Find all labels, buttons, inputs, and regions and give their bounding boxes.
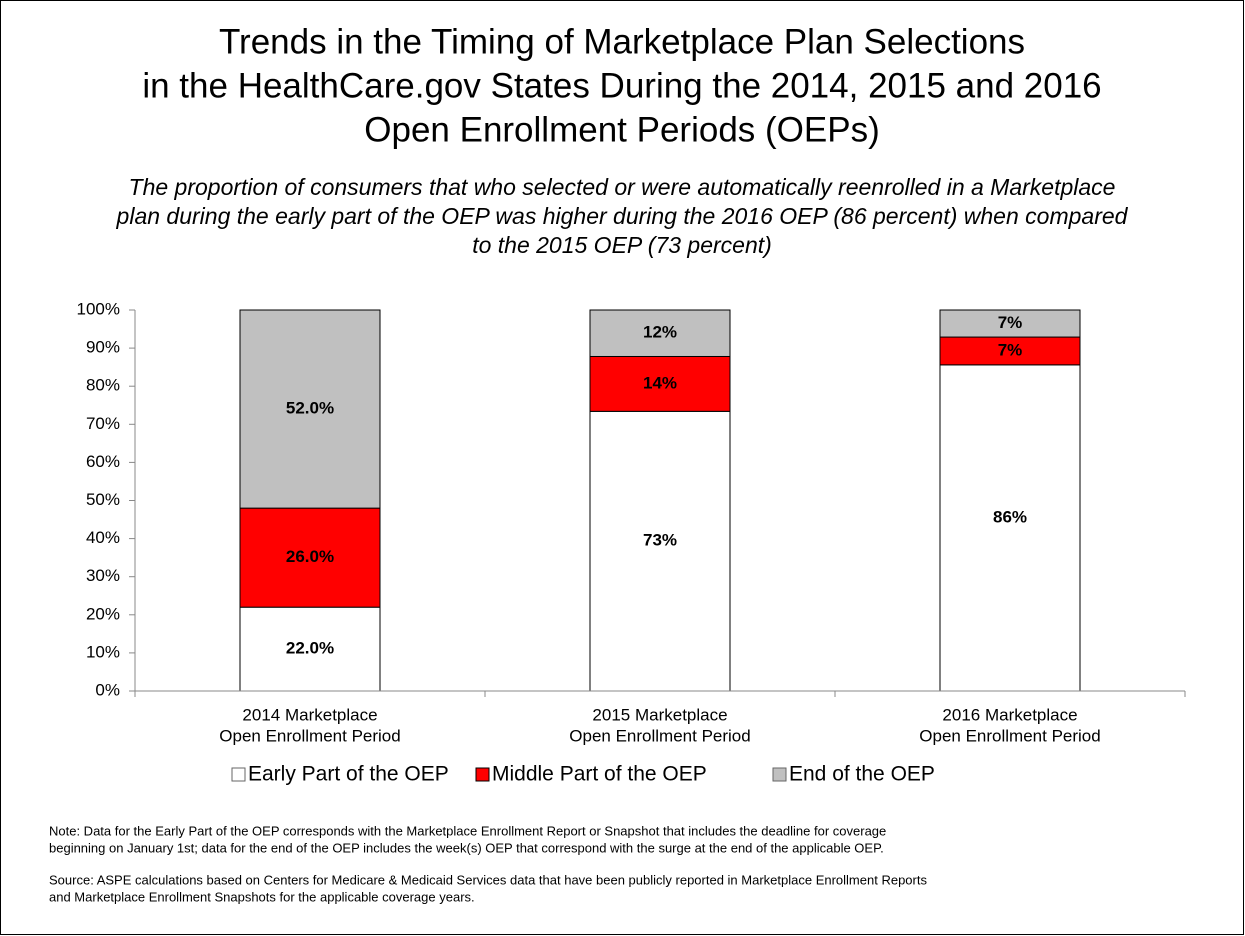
bar-segment xyxy=(239,606,381,692)
x-tick-label: 2015 Marketplace xyxy=(592,705,727,724)
bar-segment xyxy=(939,309,1081,338)
bar-segment xyxy=(589,355,731,412)
chart-subtitle: The proportion of consumers that who sel… xyxy=(129,174,1116,200)
bar-segment xyxy=(589,309,731,357)
data-label: 22.0% xyxy=(286,639,334,658)
bar-segment xyxy=(939,336,1081,366)
y-tick-label: 100% xyxy=(77,299,120,318)
legend-label: Early Part of the OEP xyxy=(248,763,449,786)
y-tick-label: 70% xyxy=(86,414,120,433)
y-tick-label: 40% xyxy=(86,528,120,547)
x-tick-label: 2014 Marketplace xyxy=(242,705,377,724)
bar-segment xyxy=(939,364,1081,692)
legend-label: Middle Part of the OEP xyxy=(492,763,707,786)
y-tick-label: 10% xyxy=(86,642,120,661)
legend-swatch xyxy=(475,767,490,782)
chart-title: in the HealthCare.gov States During the … xyxy=(142,66,1101,105)
y-tick-label: 60% xyxy=(86,452,120,471)
x-tick-label: Open Enrollment Period xyxy=(569,726,750,745)
chart-subtitle: to the 2015 OEP (73 percent) xyxy=(472,232,772,258)
note: beginning on January 1st; data for the e… xyxy=(49,840,884,855)
chart-title: Open Enrollment Periods (OEPs) xyxy=(364,110,879,149)
legend-swatch xyxy=(231,767,246,782)
bar-segment xyxy=(239,309,381,509)
data-label: 26.0% xyxy=(286,547,334,566)
x-tick-label: Open Enrollment Period xyxy=(919,726,1100,745)
chart-title: Trends in the Timing of Marketplace Plan… xyxy=(219,22,1025,61)
legend-swatch xyxy=(772,767,787,782)
data-label: 73% xyxy=(643,531,677,550)
data-label: 12% xyxy=(643,323,677,342)
y-tick-label: 50% xyxy=(86,490,120,509)
data-label: 7% xyxy=(998,313,1023,332)
note: Source: ASPE calculations based on Cente… xyxy=(49,872,927,887)
bar-segment xyxy=(589,410,731,692)
note: Note: Data for the Early Part of the OEP… xyxy=(49,823,886,838)
y-tick-label: 0% xyxy=(95,680,120,699)
data-label: 7% xyxy=(998,340,1023,359)
chart-subtitle: plan during the early part of the OEP wa… xyxy=(116,203,1129,229)
data-label: 52.0% xyxy=(286,399,334,418)
y-tick-label: 20% xyxy=(86,604,120,623)
legend-label: End of the OEP xyxy=(789,763,935,786)
data-label: 86% xyxy=(993,507,1027,526)
y-tick-label: 30% xyxy=(86,566,120,585)
note: and Marketplace Enrollment Snapshots for… xyxy=(49,889,475,904)
y-tick-label: 80% xyxy=(86,376,120,395)
x-tick-label: Open Enrollment Period xyxy=(219,726,400,745)
data-label: 14% xyxy=(643,373,677,392)
y-tick-label: 90% xyxy=(86,338,120,357)
x-tick-label: 2016 Marketplace xyxy=(942,705,1077,724)
